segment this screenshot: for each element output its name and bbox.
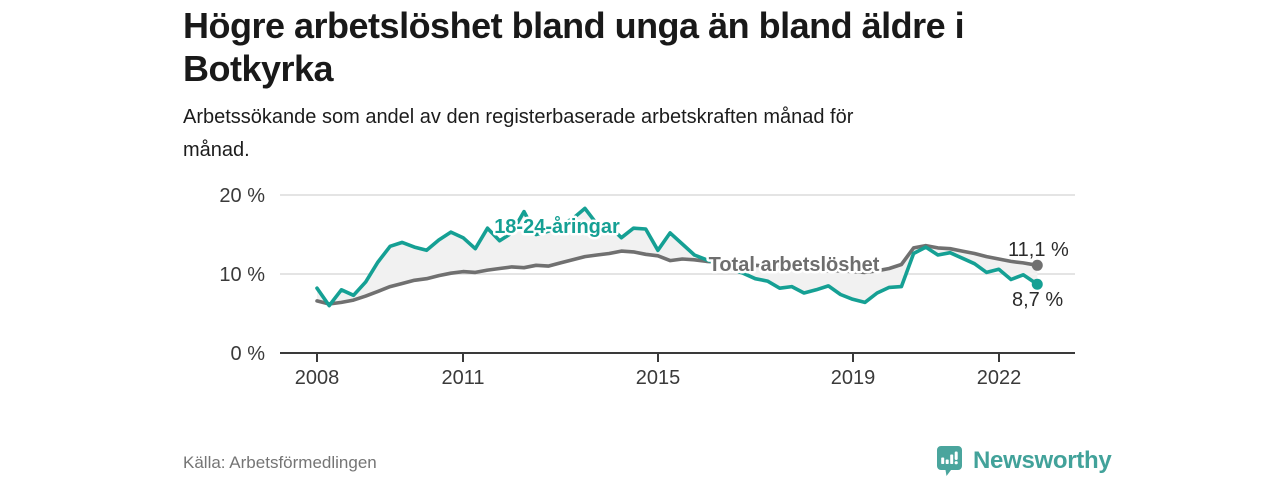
series-label-youth: 18-24-åringar	[494, 215, 620, 238]
title-line-2: Botkyrka	[183, 48, 334, 89]
end-dot-youth	[1031, 278, 1043, 290]
chart-subtitle: Arbetssökande som andel av den registerb…	[183, 101, 1043, 167]
series-youth-line	[315, 206, 1040, 308]
source-note: Källa: Arbetsförmedlingen	[183, 453, 377, 472]
end-value-youth: 8,7 %	[1012, 289, 1063, 311]
end-value-total: 11,1 %	[1008, 239, 1069, 261]
y-tick-label-0: 0 %	[231, 343, 266, 365]
x-tick-label-2008: 2008	[295, 367, 340, 389]
subtitle-line-2: månad.	[183, 139, 250, 161]
x-tick-label-2019: 2019	[831, 367, 876, 389]
x-tick-label-2015: 2015	[636, 367, 681, 389]
page-title: Högre arbetslöshet bland unga än bland ä…	[183, 4, 1123, 90]
newsworthy-logo-text: Newsworthy	[973, 447, 1112, 474]
x-tick-label-2022: 2022	[977, 367, 1022, 389]
x-axis: 2008 2011 2015 2019 2022	[280, 352, 1075, 389]
x-tick-label-2011: 2011	[441, 367, 484, 389]
subtitle-line-1: Arbetssökande som andel av den registerb…	[183, 106, 854, 128]
title-line-1: Högre arbetslöshet bland unga än bland ä…	[183, 5, 965, 46]
y-tick-label-10: 10 %	[219, 264, 265, 286]
area-between-series	[317, 208, 1038, 306]
end-dot-total	[1031, 259, 1043, 271]
y-tick-label-20: 20 %	[219, 185, 265, 207]
newsworthy-bubble-chart-icon	[937, 446, 962, 476]
series-label-total: Total arbetslöshet	[709, 254, 880, 276]
series-total-line	[315, 243, 1040, 306]
newsworthy-logo[interactable]: Newsworthy	[936, 444, 1112, 478]
y-axis: 0 % 10 % 20 %	[219, 185, 265, 365]
